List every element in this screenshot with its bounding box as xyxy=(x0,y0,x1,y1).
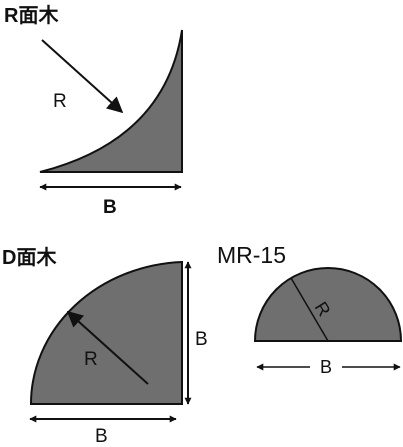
r-profile-radius-label: R xyxy=(53,91,67,112)
mr15-profile-title: MR-15 xyxy=(217,242,287,268)
d-profile-width-label: B xyxy=(95,426,108,447)
r-profile-width-label: B xyxy=(103,197,117,218)
r-profile-radius-arrow xyxy=(41,39,124,114)
d-profile-radius-label: R xyxy=(84,349,98,370)
d-profile-shape xyxy=(29,260,183,405)
mr15-profile-shape xyxy=(253,267,403,342)
d-profile-title: D面木 xyxy=(2,247,57,269)
mr15-profile-radius-line xyxy=(290,277,329,342)
r-profile-shape xyxy=(39,29,183,173)
d-profile-height-label: B xyxy=(195,329,208,350)
d-profile-radius-arrow xyxy=(66,310,149,385)
mr15-profile-width-label: B xyxy=(320,357,333,377)
r-profile-title: R面木 xyxy=(4,5,59,27)
